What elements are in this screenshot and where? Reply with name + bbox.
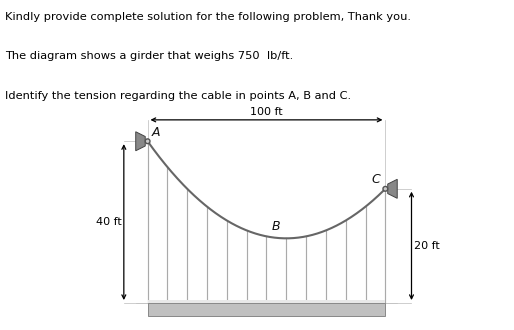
Text: A: A [152,126,160,139]
Text: 20 ft: 20 ft [414,241,439,251]
Text: Kindly provide complete solution for the following problem, Thank you.: Kindly provide complete solution for the… [5,12,411,21]
Circle shape [146,140,149,142]
Polygon shape [388,179,397,198]
Circle shape [145,139,150,144]
Circle shape [384,188,387,190]
Polygon shape [148,303,386,316]
Text: 100 ft: 100 ft [250,108,283,117]
Text: C: C [372,174,380,186]
Text: B: B [271,220,280,233]
Polygon shape [136,132,145,151]
Text: Identify the tension regarding the cable in points A, B and C.: Identify the tension regarding the cable… [5,91,351,101]
Text: The diagram shows a girder that weighs 750  lb/ft.: The diagram shows a girder that weighs 7… [5,51,293,61]
Circle shape [383,186,388,191]
Text: 40 ft: 40 ft [96,217,121,227]
Polygon shape [148,300,386,303]
